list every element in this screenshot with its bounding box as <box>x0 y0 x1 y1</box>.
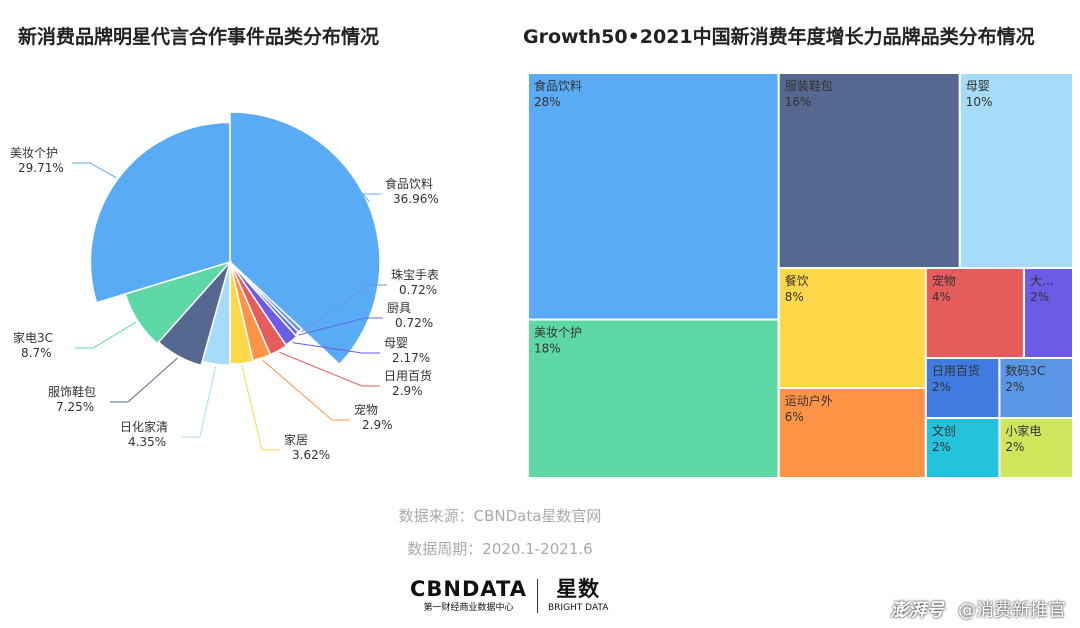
treemap-chart-title: Growth50•2021中国新消费年度增长力品牌品类分布情况 <box>523 26 1035 48</box>
treemap-value-item-11: 2% <box>1005 440 1024 454</box>
treemap-cell-item-5 <box>777 387 927 478</box>
treemap-label-item-6: 宠物 <box>932 273 956 288</box>
pie-leader-item-1 <box>301 284 387 333</box>
pie-label-item-10: 美妆个护 <box>10 146 58 160</box>
pie-chart-title: 新消费品牌明星代言合作事件品类分布情况 <box>18 26 380 48</box>
pie-slice-item-10 <box>89 121 231 304</box>
treemap-label-item-10: 数码3C <box>1005 363 1045 378</box>
pie-value-item-6: 3.62% <box>292 448 330 462</box>
pie-label-item-0: 食品饮料 <box>385 176 433 191</box>
pie-leader-item-4 <box>279 351 380 387</box>
pie-value-item-5: 2.9% <box>362 418 393 432</box>
cbndata-wordmark: CBNDATA <box>410 577 527 601</box>
data-period-note: 数据周期：2020.1-2021.6 <box>407 540 593 558</box>
pie-value-item-4: 2.9% <box>392 384 423 398</box>
pie-value-item-10: 29.71% <box>18 161 64 175</box>
treemap-value-item-9: 2% <box>932 440 951 454</box>
pie-leader-item-8 <box>110 357 178 403</box>
brightdata-tagline: BRIGHT DATA <box>548 603 609 613</box>
treemap-value-item-6: 4% <box>932 290 951 304</box>
pie-label-item-1: 珠宝手表 <box>391 268 439 282</box>
pie-leader-item-9 <box>75 321 137 349</box>
treemap-cell-item-2 <box>777 73 961 269</box>
pie-leader-item-7 <box>182 366 217 438</box>
treemap-value-item-10: 2% <box>1005 380 1024 394</box>
pie-value-item-8: 7.25% <box>56 400 94 414</box>
treemap-label-item-2: 服装鞋包 <box>785 78 833 93</box>
brand-logos: CBNDATA 第一财经商业数据中心 星数 BRIGHT DATA <box>410 578 608 614</box>
pie-label-item-7: 日化家清 <box>120 419 168 434</box>
pie-leader-item-0 <box>361 193 381 202</box>
pie-leader-item-10 <box>72 162 117 179</box>
cbndata-logo: CBNDATA 第一财经商业数据中心 <box>410 578 527 614</box>
treemap-label-item-5: 运动户外 <box>785 393 833 408</box>
treemap-label-item-9: 文创 <box>932 423 956 438</box>
treemap-label-item-4: 餐饮 <box>785 273 809 288</box>
pie-label-item-5: 宠物 <box>354 402 378 417</box>
treemap-value-item-7: 2% <box>1030 290 1049 304</box>
treemap-label-item-1: 美妆个护 <box>534 326 582 340</box>
brightdata-logo: 星数 BRIGHT DATA <box>548 578 608 614</box>
treemap-cell-item-11 <box>998 417 1073 478</box>
treemap-label-item-0: 食品饮料 <box>534 78 582 93</box>
treemap-value-item-0: 28% <box>534 95 561 109</box>
treemap-value-item-2: 16% <box>785 95 812 109</box>
pie-leader-item-3 <box>292 342 380 354</box>
account-name: @消费新推官 <box>958 600 1066 621</box>
pie-leader-item-2 <box>298 317 383 336</box>
treemap-chart: 食品饮料 28% 美妆个护 18% 服装鞋包 16% 母婴 10% 餐饮 8% 运动户外 6% 宠物 4%… <box>528 73 1073 478</box>
pie-label-item-6: 家居 <box>284 432 308 447</box>
treemap-value-item-8: 2% <box>932 380 951 394</box>
pie-leader-item-5 <box>262 359 350 421</box>
brightdata-wordmark: 星数 <box>556 577 601 601</box>
treemap-value-item-3: 10% <box>966 95 993 109</box>
treemap-value-item-1: 18% <box>534 342 561 356</box>
treemap-label-item-3: 母婴 <box>966 79 990 93</box>
treemap-cell-item-0 <box>528 73 780 321</box>
pie-value-item-9: 8.7% <box>21 346 52 360</box>
treemap-value-item-5: 6% <box>785 410 804 424</box>
thepaper-logo: 澎湃号 <box>890 600 944 621</box>
cbndata-tagline: 第一财经商业数据中心 <box>423 603 514 613</box>
pie-leader-item-6 <box>241 365 280 451</box>
pie-slice-item-0 <box>229 111 381 366</box>
pie-label-item-9: 家电3C <box>13 330 53 345</box>
treemap-label-item-8: 日用百货 <box>932 363 980 378</box>
platform-watermark: 澎湃号 @消费新推官 <box>890 596 1066 622</box>
pie-value-item-7: 4.35% <box>128 435 166 449</box>
treemap-label-item-7: 大… <box>1030 274 1054 288</box>
pie-label-item-4: 日用百货 <box>384 368 432 383</box>
pie-value-item-0: 36.96% <box>393 192 439 206</box>
pie-label-item-3: 母婴 <box>384 336 408 350</box>
pie-label-item-2: 厨具 <box>387 301 411 315</box>
treemap-cell-item-7 <box>1022 267 1073 359</box>
data-source-note: 数据来源：CBNData星数官网 <box>398 507 602 525</box>
treemap-value-item-4: 8% <box>785 290 804 304</box>
pie-chart: 食品饮料36.96%珠宝手表0.72%厨具0.72%母婴2.17%日用百货2.9… <box>10 111 439 462</box>
treemap-cell-item-1 <box>528 318 780 478</box>
pie-label-item-8: 服饰鞋包 <box>48 384 96 399</box>
treemap-cell-item-8 <box>924 357 1001 419</box>
treemap-label-item-11: 小家电 <box>1005 423 1041 438</box>
treemap-cell-item-9 <box>924 417 1001 478</box>
logo-divider <box>537 579 538 613</box>
pie-value-item-3: 2.17% <box>392 351 430 365</box>
treemap-cell-item-4 <box>777 267 927 389</box>
pie-value-item-2: 0.72% <box>395 316 433 330</box>
pie-value-item-1: 0.72% <box>399 283 437 297</box>
